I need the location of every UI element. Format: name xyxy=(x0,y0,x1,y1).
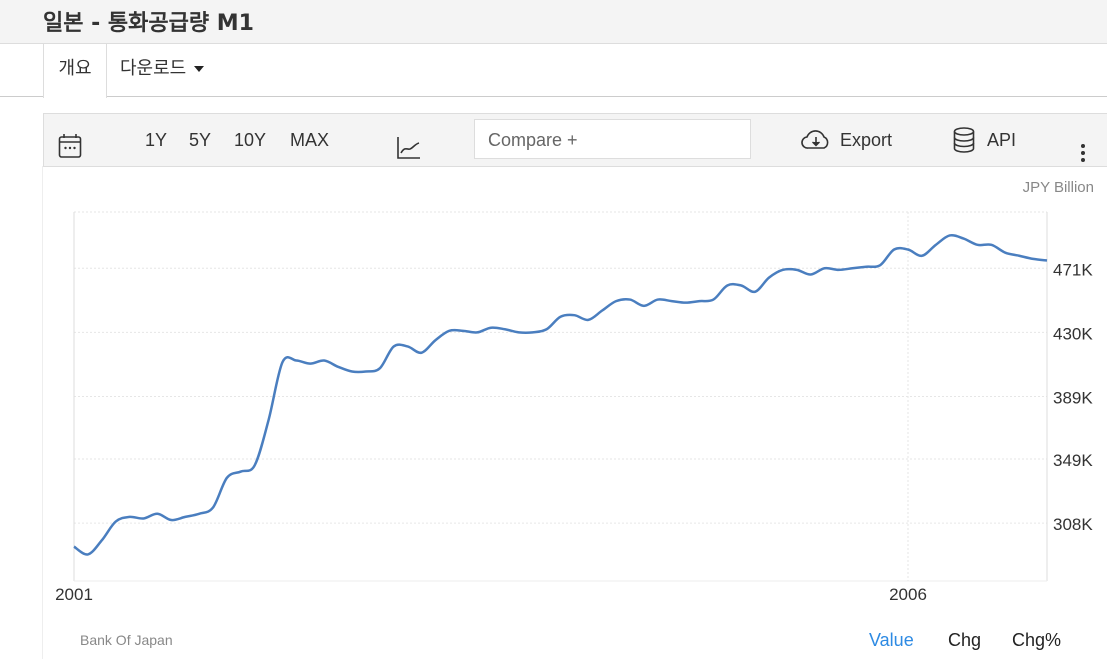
chart-toolbar: 1Y 5Y 10Y MAX Compare + Export API xyxy=(43,113,1107,167)
source-label: Bank Of Japan xyxy=(80,632,173,648)
y-tick-label: 308K xyxy=(1053,515,1093,534)
api-label: API xyxy=(987,130,1017,150)
view-chg-button[interactable]: Chg xyxy=(948,630,982,650)
page-title: 일본 - 통화공급량 M1 xyxy=(43,11,254,36)
x-tick-label: 2006 xyxy=(889,585,927,604)
series-line xyxy=(73,233,1048,556)
range-max-button[interactable]: MAX xyxy=(290,130,330,150)
caret-down-icon xyxy=(194,66,205,72)
more-vertical-icon[interactable] xyxy=(1080,131,1086,162)
tab-download[interactable]: 다운로드 xyxy=(120,44,205,96)
panel-border xyxy=(42,166,43,659)
range-1y-button[interactable]: 1Y xyxy=(145,130,168,150)
tab-download-label: 다운로드 xyxy=(120,58,187,79)
tab-overview[interactable]: 개요 xyxy=(43,44,107,98)
title-bar: 일본 - 통화공급량 M1 xyxy=(0,0,1107,44)
cloud-download-icon xyxy=(801,130,829,149)
y-tick-label: 471K xyxy=(1053,260,1093,279)
calendar-icon[interactable] xyxy=(58,127,82,158)
y-tick-label: 389K xyxy=(1053,389,1093,408)
compare-input[interactable]: Compare + xyxy=(474,119,751,159)
range-10y-button[interactable]: 10Y xyxy=(234,130,267,150)
database-icon xyxy=(953,127,975,153)
tab-bar: 개요 다운로드 xyxy=(0,44,1107,98)
y-tick-label: 349K xyxy=(1053,451,1093,470)
view-chgpct-button[interactable]: Chg% xyxy=(1012,630,1062,650)
range-5y-button[interactable]: 5Y xyxy=(189,130,212,150)
export-button[interactable]: Export xyxy=(800,114,892,166)
api-button[interactable]: API xyxy=(953,114,1016,166)
export-label: Export xyxy=(840,130,893,150)
y-tick-label: 430K xyxy=(1053,324,1093,343)
x-tick-label: 2001 xyxy=(55,585,93,604)
view-value-button[interactable]: Value xyxy=(869,630,914,650)
line-chart-icon[interactable] xyxy=(397,128,421,159)
unit-label: JPY Billion xyxy=(1022,179,1094,196)
